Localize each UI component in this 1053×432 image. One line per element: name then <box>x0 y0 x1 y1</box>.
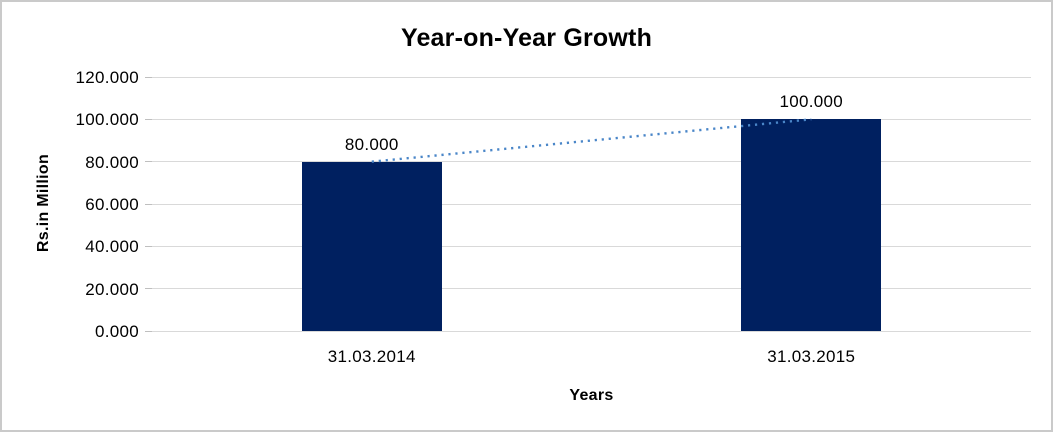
data-label: 100.000 <box>779 92 844 112</box>
y-axis-tick-mark <box>145 288 152 290</box>
gridline <box>152 288 1031 290</box>
bar-31.03.2015 <box>741 119 882 331</box>
x-axis-title: Years <box>569 387 614 404</box>
chart-title: Year-on-Year Growth <box>400 24 653 52</box>
y-axis-tick-mark <box>145 76 152 78</box>
gridline <box>152 76 1031 78</box>
y-axis-tick-label: 60.000 <box>85 195 139 214</box>
gridline <box>152 118 1031 120</box>
y-axis-tick-label: 20.000 <box>85 279 139 299</box>
y-axis-tick-label: 120.000 <box>75 68 139 87</box>
gridline <box>152 330 1031 332</box>
y-axis-tick-label: 0.000 <box>94 322 139 341</box>
y-axis-tick-label: 100.000 <box>75 110 139 130</box>
y-axis-tick-mark <box>145 245 152 247</box>
y-axis-tick-mark <box>145 203 152 205</box>
y-axis-tick-mark <box>145 161 152 163</box>
x-axis-tick-label: 31.03.2014 <box>327 347 416 366</box>
gridline <box>152 203 1031 205</box>
data-label: 80.000 <box>344 134 399 154</box>
x-axis-tick-label: 31.03.2015 <box>767 347 856 366</box>
bar-31.03.2014 <box>301 161 442 331</box>
y-axis-tick-mark <box>145 330 152 332</box>
y-axis-tick-label: 40.000 <box>85 237 139 257</box>
y-axis-tick-mark <box>145 118 152 120</box>
y-axis-tick-label: 80.000 <box>85 152 139 172</box>
gridline <box>152 161 1031 163</box>
plot-area <box>152 76 1031 332</box>
gridline <box>152 245 1031 247</box>
